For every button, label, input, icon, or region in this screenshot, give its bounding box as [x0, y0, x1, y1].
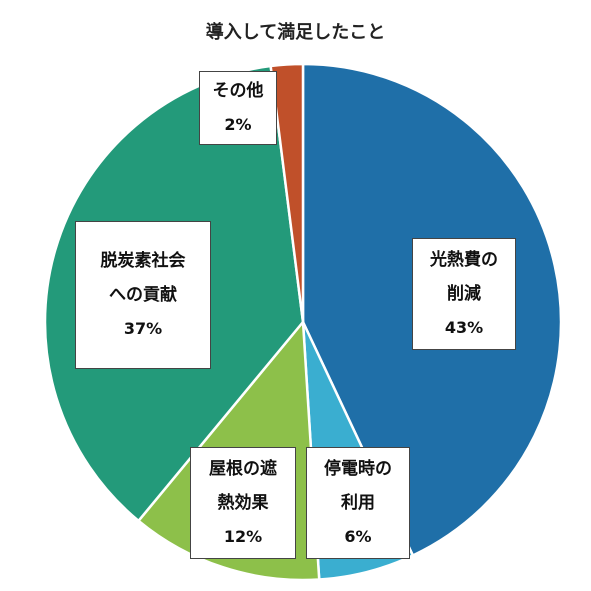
- slice-label-text: 削減: [447, 284, 481, 304]
- slice-value-label: 12%: [223, 527, 263, 546]
- slice-value-label: 2%: [224, 115, 252, 134]
- slice-label-text: 光熱費の: [430, 250, 498, 270]
- chart-title: 導入して満足したこと: [205, 22, 386, 43]
- slice-label-4: その他 2%: [199, 71, 277, 145]
- slice-label-2: 屋根の遮熱効果 12%: [190, 447, 296, 559]
- slice-label-3: 脱炭素社会への貢献 37%: [75, 221, 211, 369]
- slice-value-label: 43%: [444, 318, 484, 337]
- pie-slice-4: [269, 62, 305, 323]
- slice-label-text: 脱炭素社会: [100, 251, 186, 271]
- slice-label-text: その他: [212, 81, 264, 101]
- slice-label-text: 利用: [341, 493, 375, 513]
- slice-value-label: 6%: [344, 527, 372, 546]
- slice-label-text: への貢献: [109, 285, 177, 305]
- slice-label-text: 停電時の: [324, 459, 392, 479]
- slice-label-text: 屋根の遮: [209, 459, 277, 479]
- slice-label-0: 光熱費の削減 43%: [412, 238, 516, 350]
- slice-label-text: 熱効果: [217, 493, 269, 513]
- slice-label-1: 停電時の利用 6%: [306, 447, 410, 559]
- slice-value-label: 37%: [123, 319, 163, 338]
